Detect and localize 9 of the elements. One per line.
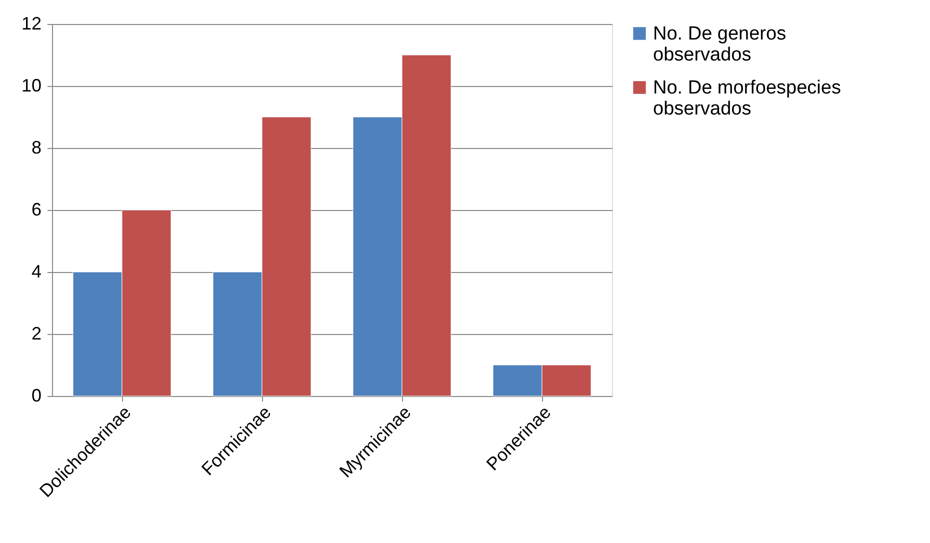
y-tick-label: 0: [31, 386, 42, 406]
y-tick-label: 4: [31, 262, 42, 282]
legend-label: No. De generos observados: [653, 24, 786, 66]
y-tick-label: 10: [21, 76, 42, 96]
y-tick-label: 8: [31, 138, 42, 158]
y-tick-label: 6: [31, 200, 42, 220]
legend-label: No. De morfoespecies observados: [653, 78, 841, 120]
y-tick-label: 2: [31, 324, 42, 344]
y-tick-label: 12: [21, 14, 42, 34]
